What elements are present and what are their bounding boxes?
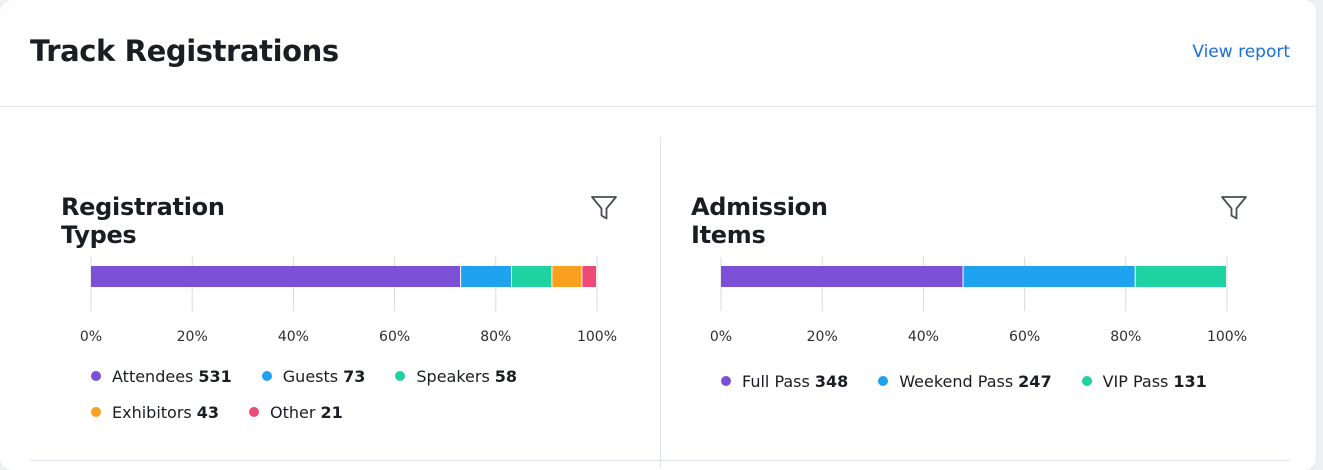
- legend-item[interactable]: VIP Pass 131: [1081, 371, 1207, 391]
- legend-dot: [91, 371, 101, 381]
- view-report-link[interactable]: View report: [1192, 42, 1290, 62]
- registration-types-filter-button[interactable]: [589, 193, 619, 223]
- legend-row: Exhibitors 43 Other 21: [91, 402, 547, 422]
- bar-segment-vip-pass[interactable]: [1135, 266, 1226, 287]
- x-tick-label: 100%: [1207, 329, 1247, 345]
- x-tick-label: 80%: [480, 329, 511, 345]
- legend-count: 131: [1173, 371, 1207, 391]
- page-title: Track Registrations: [30, 34, 339, 68]
- legend-item[interactable]: Full Pass 348: [721, 372, 848, 391]
- legend-label: Full Pass: [742, 371, 810, 391]
- x-tick-label: 100%: [577, 329, 617, 345]
- legend-count: 247: [1018, 371, 1052, 391]
- legend-count: 531: [198, 366, 232, 386]
- bar-segment-weekend-pass[interactable]: [963, 266, 1135, 287]
- legend-count: 58: [494, 366, 518, 386]
- bar-segment-attendees[interactable]: [91, 266, 461, 287]
- x-tick-label: 40%: [278, 329, 309, 345]
- legend-item[interactable]: Other 21: [249, 403, 343, 422]
- x-tick-label: 0%: [80, 329, 102, 345]
- legend-item[interactable]: Guests 73: [261, 366, 366, 386]
- legend-dot: [91, 407, 101, 417]
- legend-dot: [721, 376, 731, 386]
- x-tick-label: 40%: [908, 329, 939, 345]
- admission-items-legend: Full Pass 348 Weekend Pass 247 VIP Pass 131: [721, 371, 1237, 407]
- legend-count: 43: [196, 402, 220, 422]
- legend-row: Full Pass 348 Weekend Pass 247 VIP Pass 131: [721, 371, 1237, 391]
- legend-label: Speakers: [416, 366, 490, 386]
- panel-divider: [660, 137, 661, 467]
- legend-label: Attendees: [112, 366, 194, 386]
- card-header: Track Registrations View report: [0, 0, 1316, 107]
- legend-dot: [395, 371, 406, 381]
- admission-items-title: Admission Items: [691, 193, 828, 249]
- registration-types-legend: Attendees 531 Guests 73 Speakers 58 Exhibitors…: [91, 366, 547, 438]
- x-tick-label: 0%: [710, 329, 732, 345]
- admission-items-filter-button[interactable]: [1219, 193, 1249, 223]
- legend-label: Other: [270, 402, 316, 422]
- bottom-divider: [30, 460, 1290, 461]
- legend-label: Guests: [282, 366, 339, 386]
- filter-icon: [1221, 196, 1247, 220]
- filter-icon: [591, 196, 617, 220]
- bar-segment-other[interactable]: [582, 266, 596, 287]
- legend-count: 21: [320, 402, 343, 422]
- registration-types-chart: 0% 20% 40% 60% 80% 100%: [80, 257, 617, 345]
- legend-item[interactable]: Weekend Pass 247: [878, 371, 1052, 391]
- x-tick-label: 60%: [379, 329, 410, 345]
- bar-segment-speakers[interactable]: [511, 266, 552, 287]
- x-tick-label: 60%: [1009, 329, 1040, 345]
- legend-item[interactable]: Attendees 531: [91, 367, 232, 386]
- legend-count: 348: [814, 371, 849, 391]
- legend-label: Exhibitors: [112, 402, 192, 422]
- x-tick-label: 20%: [807, 329, 838, 345]
- legend-dot: [878, 376, 889, 386]
- legend-item[interactable]: Exhibitors 43: [91, 403, 219, 422]
- legend-row: Attendees 531 Guests 73 Speakers 58: [91, 366, 547, 386]
- admission-items-chart: 0% 20% 40% 60% 80% 100%: [710, 257, 1247, 345]
- x-tick-label: 80%: [1110, 329, 1141, 345]
- legend-item[interactable]: Speakers 58: [395, 367, 517, 386]
- legend-label: Weekend Pass: [899, 371, 1014, 391]
- legend-dot: [1081, 376, 1092, 386]
- registration-types-title: Registration Types: [61, 193, 225, 249]
- legend-dot: [261, 371, 272, 381]
- bar-segment-guests[interactable]: [461, 266, 511, 287]
- legend-count: 73: [343, 366, 366, 386]
- bar-segment-full-pass[interactable]: [721, 266, 963, 287]
- x-tick-label: 20%: [177, 329, 208, 345]
- legend-label: VIP Pass: [1102, 371, 1169, 391]
- bar-segment-exhibitors[interactable]: [552, 266, 582, 287]
- legend-dot: [249, 407, 260, 417]
